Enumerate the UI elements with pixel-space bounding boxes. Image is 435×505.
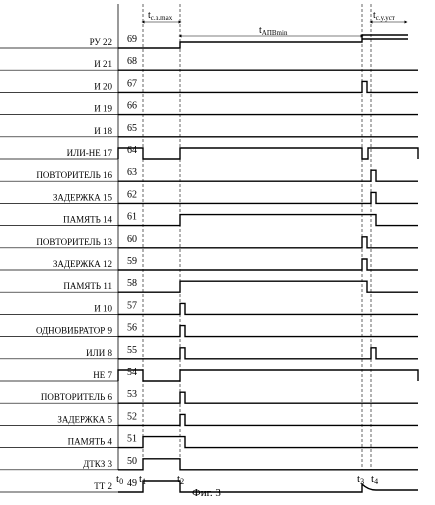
signal-label: И 18 [94,126,112,136]
signal-label: И 10 [94,303,112,313]
signal-label: И 21 [94,59,112,69]
signal-row: ЗАДЕРЖКА 5 52 [0,411,418,425]
time-label-t1: t1 [139,473,146,486]
signal-row: ИЛИ-НЕ 17 64 [0,145,418,159]
signal-waveform [118,392,418,403]
signal-label: ИЛИ 8 [86,348,112,358]
signal-number: 64 [127,145,137,156]
signal-waveform [118,148,418,159]
time-label-t3: t3 [357,473,364,486]
signal-number: 57 [127,300,137,311]
time-axis-labels: t0 t1 t2 t3 t4 [116,473,378,486]
signal-waveform [118,459,418,470]
signal-waveform [118,192,418,203]
signal-number: 53 [127,389,137,400]
signal-number: 59 [127,256,137,267]
signal-waveform [118,348,418,359]
signal-row: И 19 66 [0,101,418,115]
signal-label: ДТКЗ 3 [83,459,112,469]
signal-number: 69 [127,34,137,45]
signal-label: ПАМЯТЬ 4 [68,437,113,447]
signal-waveform [118,281,418,292]
signal-label: ЗАДЕРЖКА 12 [53,259,112,269]
time-intervals: tс.з.max tАПВmin tс.у.уст [143,10,406,37]
signal-row: ИЛИ 8 55 [0,345,418,359]
tapv-interval-label: tАПВmin [259,25,288,37]
signal-row: ПАМЯТЬ 4 51 [0,434,418,448]
figure-caption: Фиг. 3 [192,487,221,499]
signal-label: ЗАДЕРЖКА 15 [53,192,113,202]
signal-waveform [118,170,418,181]
signal-row: ПОВТОРИТЕЛЬ 13 60 [0,234,418,248]
signal-label: И 20 [94,81,112,91]
signal-waveform [118,303,418,314]
signal-waveform [118,437,418,448]
signal-waveform [118,215,418,226]
signal-waveform [118,370,418,381]
signal-row: И 21 68 [0,56,418,70]
signal-number: 51 [127,434,137,445]
signal-waveform [118,414,418,425]
signal-number: 65 [127,123,137,134]
signal-number: 56 [127,323,137,334]
signal-row: И 18 65 [0,123,418,137]
signal-label: ПАМЯТЬ 14 [63,215,112,225]
signal-label: ПАМЯТЬ 11 [63,281,112,291]
signal-number: 60 [127,234,137,245]
signal-row: НЕ 7 54 [0,367,418,381]
signal-label: ПОВТОРИТЕЛЬ 16 [36,170,112,180]
signal-row: И 20 67 [0,78,418,92]
tsz-interval-label: tс.з.max [148,10,173,22]
time-label-t0: t0 [116,473,123,486]
signal-label: ПОВТОРИТЕЛЬ 6 [41,392,113,402]
signal-number: 67 [127,78,137,89]
signal-label: ИЛИ-НЕ 17 [67,148,113,158]
signal-number: 52 [127,411,137,422]
signal-label: ОДНОВИБРАТОР 9 [36,326,113,336]
signal-rows: РУ 22 69 И 21 68 И 20 67 И 19 66 И 18 65 ИЛИ-НЕ 17… [0,34,418,492]
signal-number: 61 [127,212,137,223]
signal-label: ТТ 2 [94,481,112,491]
signal-number: 55 [127,345,137,356]
signal-row: ПОВТОРИТЕЛЬ 16 63 [0,167,418,181]
signal-number: 49 [127,478,137,489]
signal-number: 58 [127,278,137,289]
time-label-t2: t2 [177,473,184,486]
signal-label: ПОВТОРИТЕЛЬ 13 [36,237,112,247]
signal-number: 62 [127,189,137,200]
signal-row: ПАМЯТЬ 11 58 [0,278,418,292]
signal-waveform [118,81,418,92]
signal-label: И 19 [94,104,112,114]
signal-label: ЗАДЕРЖКА 5 [57,414,112,424]
signal-row: ОДНОВИБРАТОР 9 56 [0,323,418,337]
signal-waveform [118,326,418,337]
signal-label: РУ 22 [90,37,112,47]
signal-row: ЗАДЕРЖКА 15 62 [0,189,418,203]
signal-number: 54 [127,367,137,378]
signal-waveform [118,237,418,248]
signal-label: НЕ 7 [93,370,112,380]
tsu-interval-label: tс.у.уст [373,10,395,22]
signal-row: ДТКЗ 3 50 [0,456,418,470]
signal-number: 50 [127,456,137,467]
time-label-t4: t4 [371,473,378,486]
signal-row: ПОВТОРИТЕЛЬ 6 53 [0,389,418,403]
signal-number: 68 [127,56,137,67]
signal-row: И 10 57 [0,300,418,314]
signal-number: 66 [127,101,137,112]
signal-row: ЗАДЕРЖКА 12 59 [0,256,418,270]
signal-waveform [118,259,418,270]
timing-grid [118,4,371,470]
signal-number: 63 [127,167,137,178]
signal-row: ПАМЯТЬ 14 61 [0,212,418,226]
